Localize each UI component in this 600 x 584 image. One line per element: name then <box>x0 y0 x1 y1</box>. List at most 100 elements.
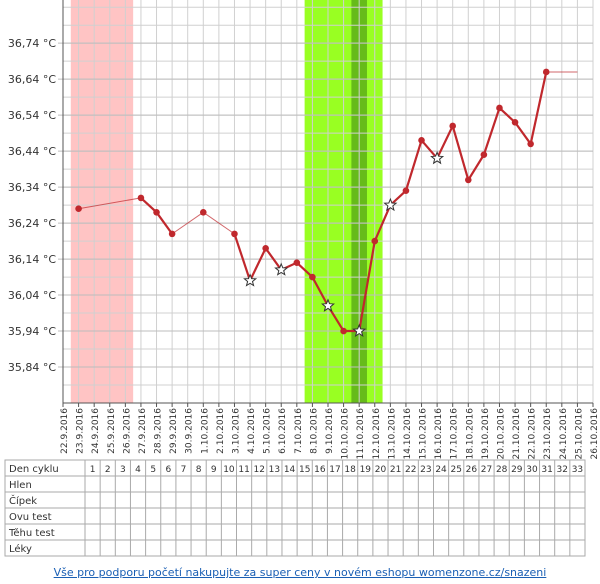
row-label: Čípek <box>9 494 37 507</box>
point <box>418 137 425 144</box>
x-tick-label: 28.9.2016 <box>154 408 164 454</box>
day-number: 9 <box>211 465 217 475</box>
day-number: 15 <box>299 465 310 475</box>
point <box>371 237 379 245</box>
x-tick-label: 25.10.2016 <box>574 408 584 460</box>
footer-link[interactable]: Vše pro podporu početí nakupujte za supe… <box>53 566 547 579</box>
day-number: 27 <box>481 465 492 475</box>
chart: 35,84 °C 35,94 °C 36,04 °C 36,14 °C 36,24 °C… <box>4 0 600 557</box>
y-tick-label: 36,14 °C <box>8 253 56 266</box>
gap-connector <box>171 211 204 235</box>
x-tick-label: 22.9.2016 <box>60 408 70 454</box>
day-number: 12 <box>254 465 265 475</box>
x-tick-label: 17.10.2016 <box>450 408 460 460</box>
day-number: 31 <box>541 465 552 475</box>
x-tick-label: 26.10.2016 <box>590 408 600 460</box>
star-point <box>383 197 398 212</box>
day-number: 17 <box>329 465 340 475</box>
x-tick-label: 26.9.2016 <box>122 408 132 454</box>
day-number: 32 <box>557 465 568 475</box>
y-tick-label: 36,64 °C <box>8 73 56 86</box>
x-tick-label: 19.10.2016 <box>481 408 491 460</box>
row-label: Ovu test <box>9 512 52 523</box>
x-tick-label: 9.10.2016 <box>325 408 335 454</box>
point <box>340 327 347 335</box>
y-tick-label: 36,24 °C <box>8 217 56 230</box>
x-tick-label: 4.10.2016 <box>247 408 257 454</box>
star-point <box>274 262 289 276</box>
day-number: 33 <box>572 465 583 475</box>
day-number: 11 <box>238 465 249 475</box>
point <box>480 151 488 159</box>
x-tick-label: 13.10.2016 <box>387 408 397 460</box>
x-tick-label: 15.10.2016 <box>419 408 429 460</box>
y-tick-label: 36,04 °C <box>8 289 56 302</box>
gap-connector <box>78 197 142 210</box>
point <box>511 119 519 126</box>
day-number: 28 <box>496 465 508 475</box>
day-number: 14 <box>284 465 296 475</box>
point <box>527 140 534 148</box>
x-tick-label: 20.10.2016 <box>496 408 506 460</box>
point <box>75 205 82 212</box>
x-tick-label: 11.10.2016 <box>356 408 366 460</box>
x-tick-label: 24.9.2016 <box>91 408 101 454</box>
table-row <box>4 507 586 525</box>
x-tick-label: 14.10.2016 <box>403 408 413 460</box>
x-tick-label: 24.10.2016 <box>559 408 569 460</box>
star-point <box>243 273 258 287</box>
x-tick-label: 29.9.2016 <box>169 408 179 454</box>
x-tick-label: 16.10.2016 <box>434 408 444 460</box>
x-tick-label: 5.10.2016 <box>263 408 273 454</box>
point <box>262 244 269 252</box>
day-number: 16 <box>314 465 326 475</box>
x-tick-label: 30.9.2016 <box>185 408 195 454</box>
star-point <box>430 150 445 165</box>
row-label: Den cyklu <box>9 464 59 475</box>
point <box>168 230 176 238</box>
x-tick-label: 25.9.2016 <box>107 408 117 454</box>
x-tick-label: 18.10.2016 <box>465 408 475 460</box>
x-tick-label: 8.10.2016 <box>309 408 319 454</box>
y-tick-label: 36,54 °C <box>8 109 56 122</box>
gap-connector <box>203 211 235 235</box>
day-number: 5 <box>150 465 156 475</box>
point <box>496 104 503 112</box>
point <box>542 68 550 76</box>
day-number: 29 <box>511 465 523 475</box>
point <box>464 176 472 184</box>
table-row <box>4 523 586 541</box>
day-number: 21 <box>390 465 401 475</box>
point <box>137 194 145 202</box>
day-number: 26 <box>466 465 478 475</box>
x-tick-label: 2.10.2016 <box>216 408 226 454</box>
table-row <box>4 475 586 493</box>
x-tick-label: 23.9.2016 <box>76 408 86 454</box>
day-number: 6 <box>165 465 171 475</box>
point <box>293 259 301 266</box>
day-number: 20 <box>375 465 387 475</box>
day-number: 1 <box>90 465 96 475</box>
day-number: 4 <box>135 465 141 475</box>
row-label: Léky <box>9 543 32 555</box>
day-number: 22 <box>405 465 416 475</box>
x-tick-label: 21.10.2016 <box>512 408 522 460</box>
day-number: 25 <box>450 465 461 475</box>
x-tick-label: 7.10.2016 <box>294 408 304 454</box>
x-tick-label: 22.10.2016 <box>528 408 538 460</box>
day-number: 3 <box>120 465 126 475</box>
point <box>402 187 410 195</box>
day-number: 24 <box>435 465 447 475</box>
y-tick-label: 35,84 °C <box>8 361 56 374</box>
x-tick-label: 27.9.2016 <box>138 408 148 454</box>
day-number: 19 <box>360 465 372 475</box>
x-tick-label: 6.10.2016 <box>278 408 288 454</box>
y-tick-label: 36,44 °C <box>8 145 56 158</box>
y-tick-label: 36,34 °C <box>8 181 56 194</box>
phase-band <box>70 0 134 403</box>
day-number: 13 <box>269 465 280 475</box>
point <box>153 208 160 216</box>
x-tick-label: 1.10.2016 <box>200 408 210 454</box>
row-label: Hlen <box>9 480 32 491</box>
